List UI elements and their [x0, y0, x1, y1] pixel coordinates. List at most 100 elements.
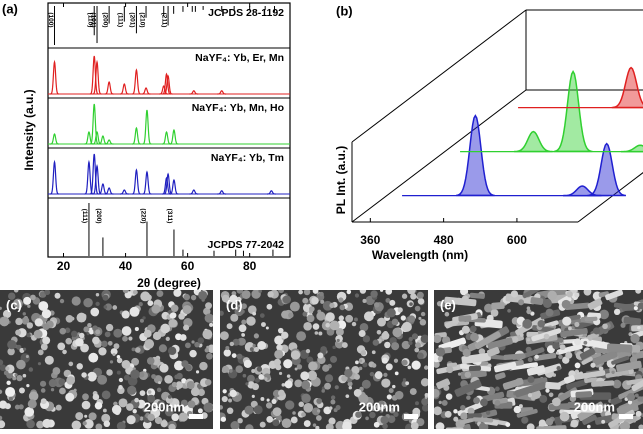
sem-particle	[372, 363, 377, 368]
sem-particle	[252, 383, 259, 390]
sem-particle	[92, 337, 100, 345]
sem-particle	[219, 311, 224, 316]
sem-particle	[394, 359, 398, 363]
sem-particle	[16, 375, 22, 381]
panel-label: (d)	[226, 297, 243, 312]
sem-particle	[124, 375, 130, 381]
diffraction-peak	[50, 134, 59, 144]
sem-particle	[147, 414, 154, 421]
diffraction-peak	[189, 190, 198, 194]
sem-particle	[627, 393, 635, 401]
sem-particle	[417, 292, 424, 299]
sem-particle	[241, 333, 245, 337]
sem-particle	[65, 338, 72, 345]
sem-particle	[316, 398, 322, 404]
sem-particle	[636, 411, 642, 417]
sem-particle	[511, 290, 518, 297]
sem-particle	[389, 300, 395, 306]
sem-particle	[637, 326, 641, 330]
sem-rod	[575, 391, 592, 398]
sem-particle	[66, 376, 75, 385]
sem-particle	[110, 360, 113, 363]
sem-particle	[460, 405, 466, 411]
sem-particle	[97, 375, 107, 385]
sem-particle	[332, 346, 335, 349]
scale-bar	[404, 414, 418, 419]
sem-particle	[254, 333, 259, 338]
scale-bar	[189, 414, 203, 419]
sem-particle	[392, 319, 399, 326]
sem-particle	[103, 295, 109, 301]
diffraction-peak	[90, 104, 99, 144]
sem-particle	[139, 302, 143, 306]
sem-particle	[635, 394, 639, 398]
diffraction-peak	[162, 132, 171, 144]
sem-particle	[122, 360, 131, 369]
sem-particle	[264, 377, 267, 380]
sem-particle	[108, 341, 113, 346]
sem-particle	[87, 323, 91, 327]
sem-particle	[575, 363, 581, 369]
sem-particle	[377, 318, 386, 327]
sem-particle	[392, 385, 395, 388]
sem-particle	[331, 395, 335, 399]
sem-particle	[159, 344, 167, 352]
sem-particle	[245, 382, 248, 385]
sem-particle	[113, 329, 122, 338]
sem-particle	[220, 331, 229, 340]
sem-particle	[155, 417, 162, 424]
scale-bar	[619, 414, 633, 419]
sem-particle	[415, 342, 421, 348]
sem-particle	[460, 412, 467, 419]
sem-particle	[250, 347, 254, 351]
sem-particle	[243, 374, 247, 378]
sem-particle	[298, 290, 303, 295]
sem-particle	[104, 421, 110, 427]
sem-particle	[257, 366, 262, 371]
sem-particle	[446, 393, 453, 400]
sem-particle	[129, 307, 139, 317]
sem-particle	[239, 338, 246, 345]
sem-particle	[77, 313, 87, 323]
sem-particle	[421, 334, 430, 343]
sem-particle	[421, 398, 429, 406]
sem-particle	[98, 347, 106, 355]
sem-particle	[14, 288, 19, 293]
pattern-name: NaYF₄: Yb, Tm	[211, 152, 284, 164]
sem-particle	[421, 378, 429, 386]
sem-particle	[76, 363, 82, 369]
sem-particle	[465, 371, 471, 377]
sem-particle	[56, 405, 62, 411]
sem-particle	[41, 398, 47, 404]
sem-rod	[584, 317, 597, 322]
sem-particle	[458, 372, 461, 375]
sem-particle	[274, 350, 283, 359]
sem-particle	[349, 386, 352, 389]
sem-particle	[55, 293, 61, 299]
hkl-label: (200)	[101, 12, 108, 27]
sem-particle	[26, 355, 29, 358]
sem-particle	[486, 411, 490, 415]
scale-bar-label: 200nm	[144, 399, 185, 414]
sem-particle	[28, 399, 37, 408]
diffraction-peak	[170, 130, 179, 144]
sem-particle	[171, 413, 179, 421]
y-axis-label: Intensity (a.u.)	[22, 89, 36, 170]
sem-particle	[421, 312, 425, 316]
sem-particle	[285, 380, 293, 388]
sem-particle	[95, 302, 99, 306]
sem-particle	[30, 295, 36, 301]
sem-particle	[88, 353, 98, 363]
sem-particle	[584, 288, 592, 296]
sem-particle	[547, 291, 557, 301]
sem-particle	[122, 311, 130, 319]
sem-particle	[171, 304, 179, 312]
sem-particle	[635, 288, 641, 294]
sem-particle	[223, 389, 227, 393]
sem-particle	[273, 407, 282, 416]
sem-particle	[34, 330, 43, 339]
sem-particle	[322, 365, 329, 372]
sem-particle	[539, 419, 546, 426]
panel-label: (e)	[440, 297, 456, 312]
